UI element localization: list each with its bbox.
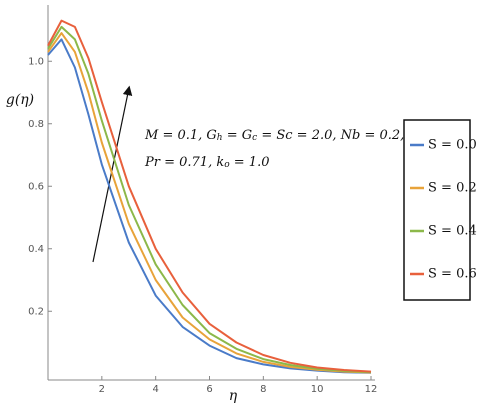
series-line bbox=[47, 32, 372, 374]
x-tick-label: 6 bbox=[206, 384, 212, 395]
y-tick-label: 0.4 bbox=[28, 244, 44, 255]
arrow bbox=[92, 85, 133, 263]
x-tick-label: 12 bbox=[365, 384, 378, 395]
legend-label: S = 0.2 bbox=[428, 181, 477, 196]
annotation-text: = G bbox=[223, 128, 253, 143]
series-line bbox=[47, 25, 372, 374]
annotation: M = 0.1, Gh = Gc = Sc = 2.0, Nb = 0.2, bbox=[144, 128, 404, 144]
x-axis-label: η bbox=[229, 388, 238, 404]
y-tick-label: 0.8 bbox=[28, 119, 44, 130]
annotation-text: Pr = 0.71, k bbox=[144, 155, 224, 170]
annotation-text: = 1.0 bbox=[230, 155, 270, 170]
legend-label: S = 0.4 bbox=[428, 224, 477, 239]
x-tick-label: 10 bbox=[311, 384, 324, 395]
y-tick-label: 0.2 bbox=[28, 306, 44, 317]
annotation-subscript: h bbox=[217, 133, 223, 143]
y-tick-label: 0.6 bbox=[28, 181, 44, 192]
y-axis-label: g(η) bbox=[6, 92, 34, 108]
legend-box bbox=[403, 119, 471, 301]
legend-label: S = 0.6 bbox=[428, 267, 477, 282]
x-tick-label: 2 bbox=[99, 384, 105, 395]
annotation-subscript: c bbox=[252, 133, 257, 143]
annotation: Pr = 0.71, ko = 1.0 bbox=[144, 155, 269, 171]
series-line bbox=[47, 19, 372, 373]
annotation-subscript: o bbox=[224, 160, 230, 170]
y-tick-label: 1.0 bbox=[28, 56, 44, 67]
annotation-text: M = 0.1, G bbox=[144, 128, 217, 143]
x-tick-label: 4 bbox=[152, 384, 158, 395]
legend-label: S = 0.0 bbox=[428, 138, 477, 153]
annotation-text: = Sc = 2.0, Nb = 0.2, bbox=[257, 128, 404, 143]
series-line bbox=[47, 38, 372, 374]
x-tick-label: 8 bbox=[260, 384, 266, 395]
